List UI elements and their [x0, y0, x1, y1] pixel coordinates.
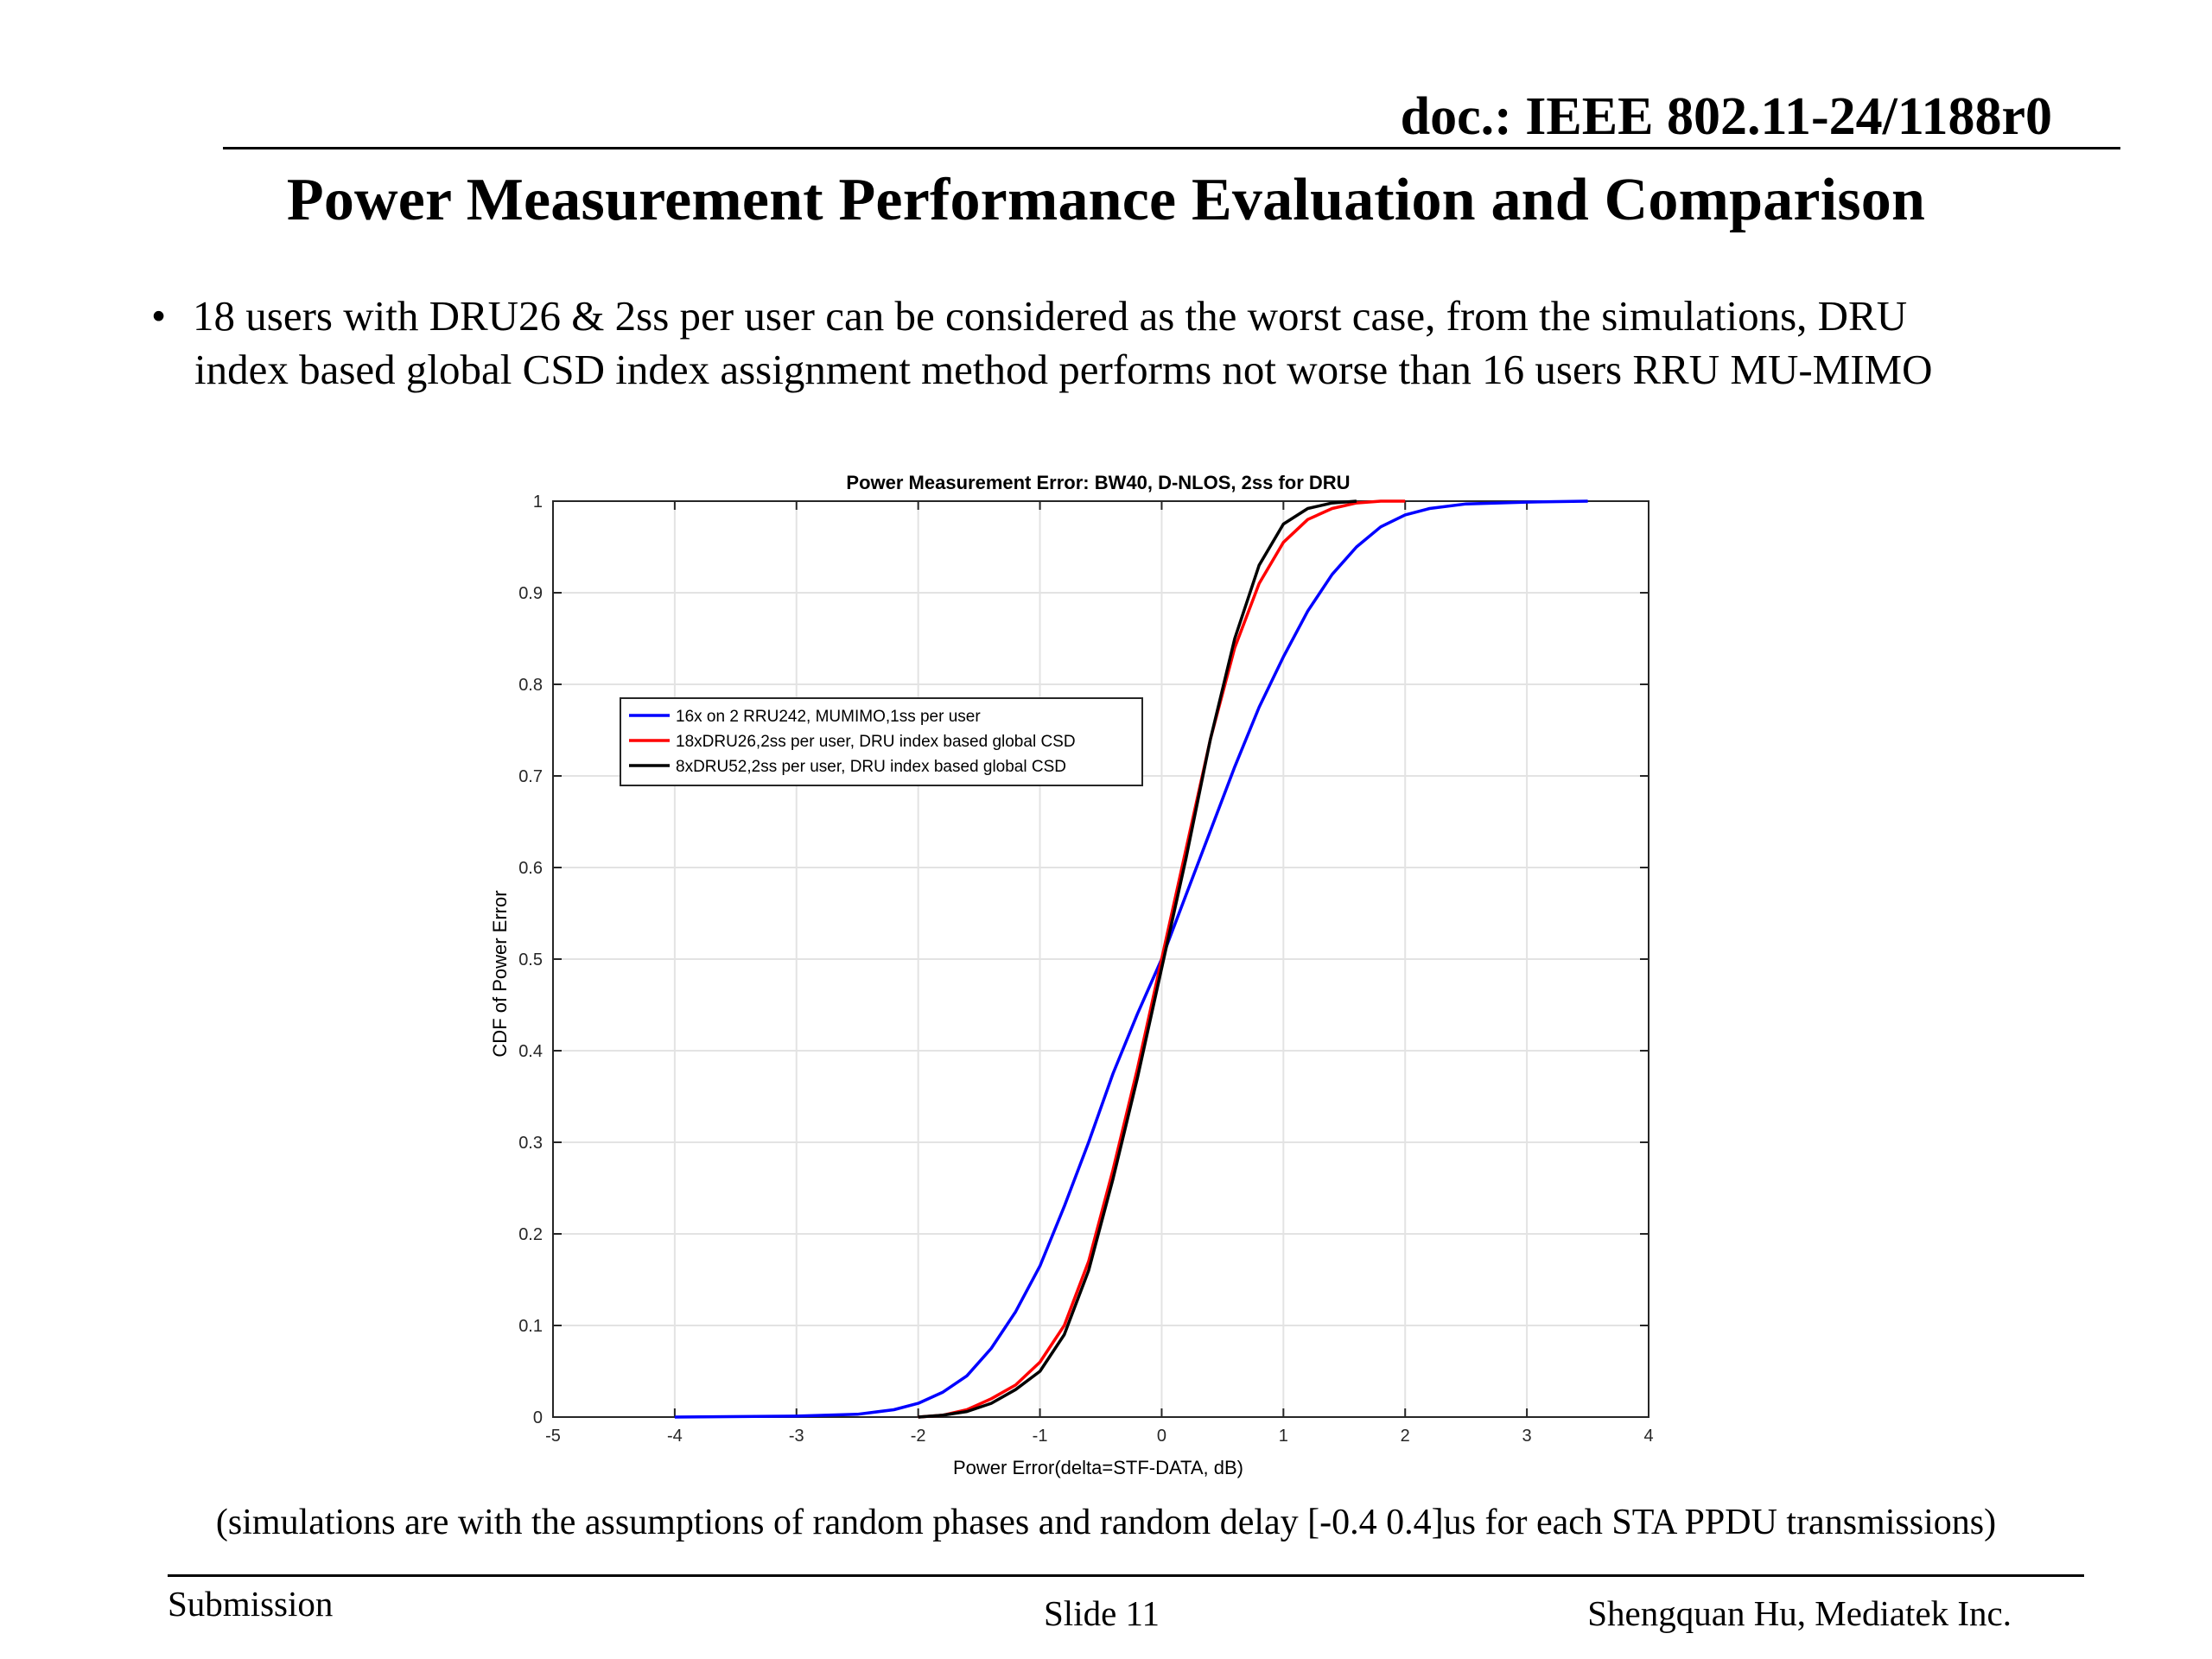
x-tick-label: 4: [1643, 1427, 1653, 1446]
slide-title: Power Measurement Performance Evaluation…: [286, 167, 1926, 233]
y-axis-label: CDF of Power Error: [489, 890, 511, 1057]
y-tick-label: 0.3: [518, 1134, 543, 1153]
document-id: doc.: IEEE 802.11-24/1188r0: [1400, 87, 2052, 146]
chart-legend: 16x on 2 RRU242, MUMIMO,1ss per user 18xD…: [620, 697, 1143, 786]
simulation-footnote: (simulations are with the assumptions of…: [215, 1503, 1997, 1542]
footer-slide-number: Slide 11: [1044, 1593, 1160, 1633]
x-tick-label: 3: [1522, 1427, 1532, 1446]
legend-label-3: 8xDRU52,2ss per user, DRU index based gl…: [676, 758, 1066, 776]
footer-rule: [168, 1574, 2084, 1577]
axis-ticks: -5 -4 -3 -2 -1 0 1 2 3 4 0 0.1 0.2 0.3 0.4 0.5 0.6 0.7 0.8…: [518, 493, 1653, 1446]
footer-author: Shengquan Hu, Mediatek Inc.: [1587, 1593, 2012, 1633]
x-tick-label: -4: [667, 1427, 683, 1446]
chart-grid: [552, 500, 1649, 1418]
y-tick-label: 0.1: [518, 1317, 543, 1336]
x-tick-label: -2: [911, 1427, 926, 1446]
x-tick-label: 1: [1279, 1427, 1288, 1446]
bullet-text-line-2: index based global CSD index assignment …: [194, 346, 1933, 393]
x-tick-label: -3: [789, 1427, 804, 1446]
series-line-3: [918, 499, 1357, 1419]
x-tick-label: -1: [1033, 1427, 1048, 1446]
series-line-2: [918, 499, 1406, 1419]
y-tick-label: 0.2: [518, 1225, 543, 1244]
bullet-dot-icon: •: [151, 292, 167, 340]
x-axis-label: Power Error(delta=STF-DATA, dB): [953, 1457, 1243, 1478]
legend-box: [620, 697, 1143, 786]
bullet-text-line-1: • 18 users with DRU26 & 2ss per user can …: [151, 289, 1907, 343]
x-tick-label: -5: [545, 1427, 561, 1446]
y-tick-label: 1: [533, 493, 543, 512]
legend-label-2: 18xDRU26,2ss per user, DRU index based g…: [676, 733, 1076, 751]
y-tick-label: 0.8: [518, 676, 543, 695]
y-tick-label: 0.9: [518, 584, 543, 603]
y-tick-label: 0.5: [518, 950, 543, 969]
legend-label-1: 16x on 2 RRU242, MUMIMO,1ss per user: [676, 708, 981, 726]
header-rule: [223, 147, 2120, 149]
chart-title: Power Measurement Error: BW40, D-NLOS, 2…: [846, 472, 1350, 493]
series-layer: [674, 499, 1588, 1419]
y-tick-label: 0.4: [518, 1042, 543, 1061]
y-tick-label: 0.7: [518, 767, 543, 786]
bullet-line-1-text: 18 users with DRU26 & 2ss per user can b…: [193, 292, 1908, 340]
y-tick-label: 0.6: [518, 859, 543, 878]
y-tick-label: 0: [533, 1408, 543, 1427]
x-tick-label: 0: [1157, 1427, 1166, 1446]
x-tick-label: 2: [1401, 1427, 1410, 1446]
footer-submission: Submission: [168, 1584, 334, 1624]
